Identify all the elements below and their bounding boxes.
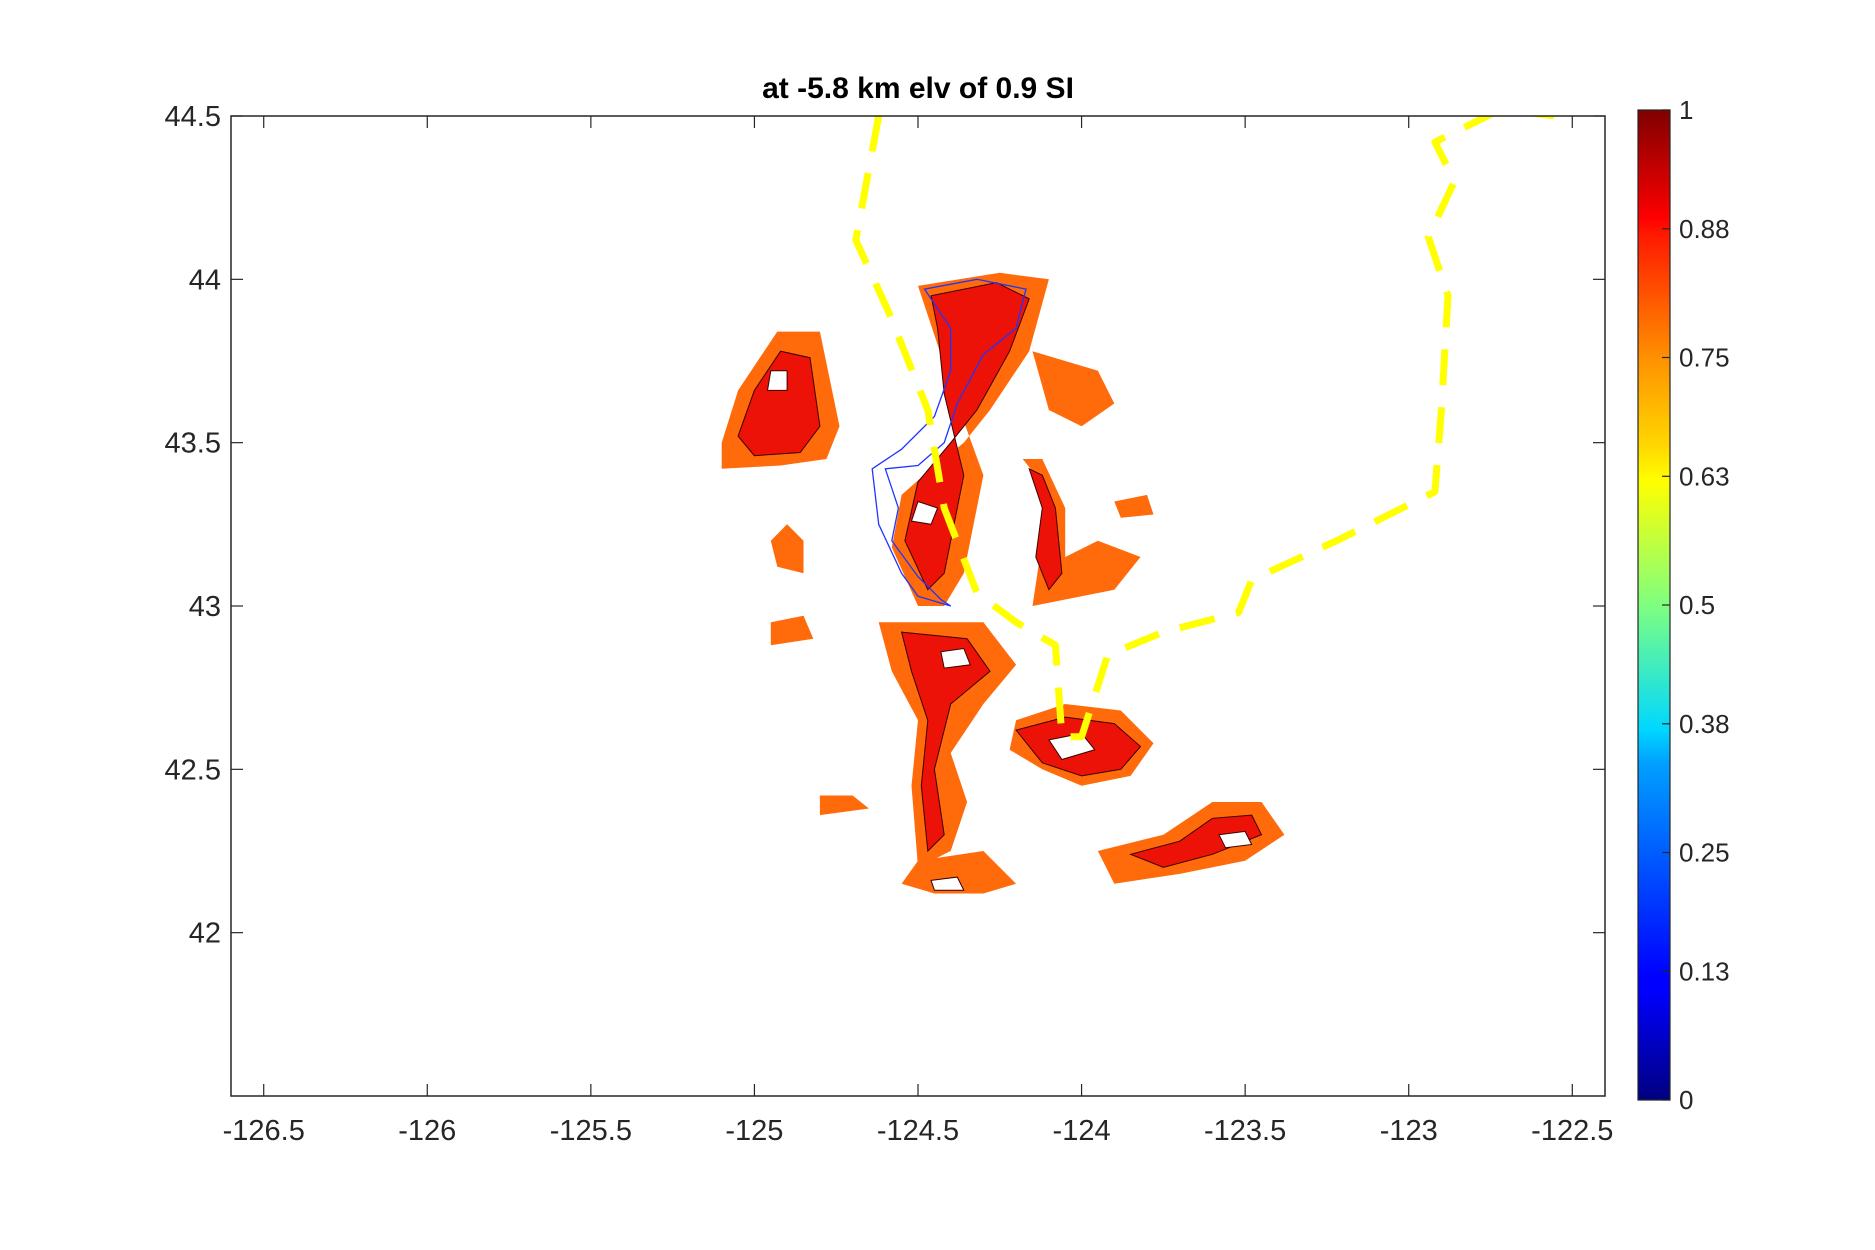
contour-region-14: [770, 524, 804, 574]
contour-region-15: [770, 615, 814, 646]
chart-title: at -5.8 km elv of 0.9 SI: [762, 72, 1074, 105]
y-axis: 42 42.5 43 43.5 44 44.5: [165, 101, 1605, 950]
contour-region-7: [878, 622, 1017, 868]
colorbar-tick-label: 1: [1679, 95, 1693, 125]
contour-region-17: [1114, 494, 1154, 518]
colorbar: 0 0.13 0.25 0.38 0.5 0.63 0.75 0.88 1: [1637, 95, 1730, 1115]
x-tick-label: -125.5: [550, 1115, 632, 1147]
outline-path: [871, 278, 1027, 607]
y-tick-label: 43.5: [165, 428, 221, 460]
contour-region-8: [900, 631, 991, 853]
colorbar-tick-label: 0.13: [1679, 956, 1730, 986]
contour-hole-0: [910, 500, 939, 525]
colorbar-tick-label: 0.38: [1679, 709, 1730, 739]
contour-region-6: [1028, 467, 1063, 591]
contour-region-13: [1129, 814, 1263, 868]
plot-area: [721, 116, 1556, 894]
x-tick-label: -124.5: [877, 1115, 959, 1147]
colorbar-tick-label: 0.88: [1679, 214, 1730, 244]
contour-region-1: [737, 350, 821, 457]
contour-hole-5: [1218, 830, 1253, 849]
x-tick-label: -124: [1053, 1115, 1111, 1147]
filled-contours: [721, 272, 1285, 894]
x-tick-label: -123: [1380, 1115, 1438, 1147]
y-tick-label: 44: [189, 264, 221, 296]
x-tick-label: -123.5: [1204, 1115, 1286, 1147]
contour-hole-1: [766, 370, 788, 391]
contour-region-16: [819, 795, 869, 816]
y-tick-label: 42.5: [165, 754, 221, 786]
colorbar-tick-label: 0.25: [1679, 838, 1730, 868]
x-tick-label: -126: [398, 1115, 456, 1147]
contour-region-4: [1032, 351, 1115, 427]
colorbar-tick-label: 0.5: [1679, 590, 1715, 620]
contour-hole-2: [940, 647, 972, 669]
y-tick-label: 43: [189, 591, 221, 623]
x-axis: -126.5 -126 -125.5 -125 -124.5 -124 -123.5 -123…: [223, 116, 1613, 1147]
contour-holes: [766, 370, 1253, 891]
colorbar-tick-label: 0.75: [1679, 343, 1730, 373]
x-tick-label: -122.5: [1531, 1115, 1613, 1147]
contour-hole-4: [930, 876, 965, 891]
colorbar-tick-label: 0.63: [1679, 461, 1730, 491]
y-tick-label: 44.5: [165, 101, 221, 133]
yellow-dashed-boundary: [852, 116, 1556, 741]
x-tick-label: -125: [725, 1115, 783, 1147]
dashed-boundary-path: [852, 116, 1556, 741]
y-tick-label: 42: [189, 918, 221, 950]
x-tick-label: -126.5: [223, 1115, 305, 1147]
colorbar-tick-label: 0: [1679, 1085, 1693, 1115]
colorbar-ticks: 0 0.13 0.25 0.38 0.5 0.63 0.75 0.88 1: [1662, 95, 1730, 1115]
contour-region-11: [901, 851, 1017, 894]
blue-outline: [871, 278, 1027, 607]
